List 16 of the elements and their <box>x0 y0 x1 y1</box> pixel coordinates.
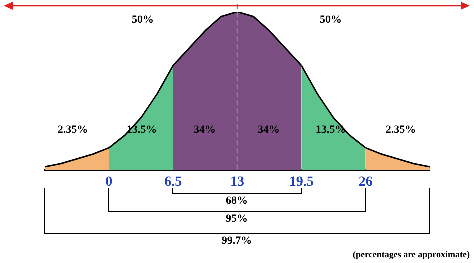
annotation: 2.35% <box>386 124 416 136</box>
x-tick-label: 0 <box>106 175 113 190</box>
x-tick-label: 19.5 <box>289 175 314 190</box>
annotation: 50% <box>320 14 342 26</box>
x-tick-label: 13 <box>230 175 244 190</box>
text: 95% <box>226 212 248 225</box>
x-tick-label: 26 <box>358 175 373 190</box>
annotation: 34% <box>258 124 280 136</box>
annotation: 34% <box>194 124 216 136</box>
x-tick-label: 6.5 <box>164 175 182 190</box>
text: 68% <box>226 194 248 207</box>
annotation: 50% <box>132 14 154 26</box>
annotation: 13.5% <box>316 124 346 136</box>
text: 99.7% <box>222 234 252 247</box>
text: (percentages are approximate) <box>353 249 470 260</box>
annotation: 2.35% <box>58 124 88 136</box>
